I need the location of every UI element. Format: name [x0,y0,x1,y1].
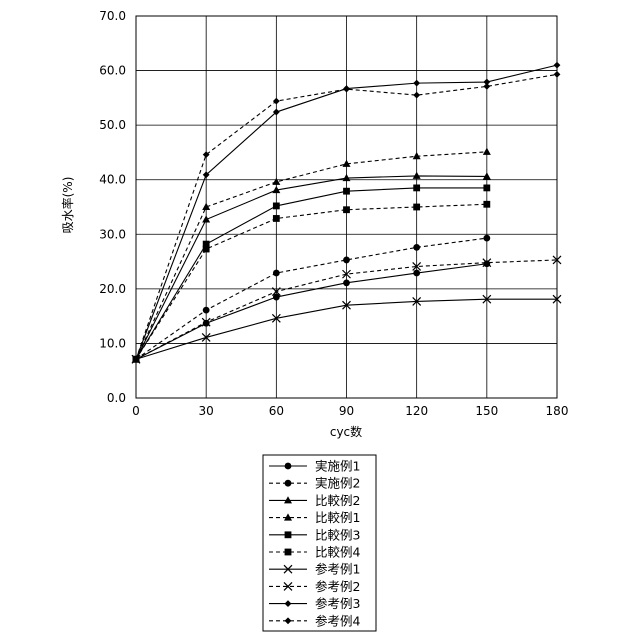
data-point [413,80,420,87]
legend-label: 比較例1 [315,510,360,525]
x-tick-label: 90 [339,404,354,418]
legend-label: 比較例3 [315,527,360,542]
data-point [203,307,210,314]
series-line [136,204,487,359]
data-point [483,172,491,179]
data-point [483,83,490,90]
x-tick-label: 30 [199,404,214,418]
legend-label: 比較例4 [315,545,361,560]
y-tick-label: 50.0 [99,118,126,132]
legend-label: 参考例2 [315,579,360,594]
legend-label: 実施例2 [315,476,360,491]
series-6 [133,201,491,363]
data-point [273,203,280,210]
data-point [554,71,561,78]
legend-label: 実施例1 [315,459,360,474]
legend-label: 参考例3 [315,596,360,611]
data-point [273,215,280,222]
data-point [343,279,350,286]
y-tick-label: 40.0 [99,173,126,187]
data-point [413,204,420,211]
data-point [413,270,420,277]
data-point [203,320,210,327]
data-point [483,148,491,155]
x-tick-label: 150 [475,404,498,418]
y-tick-label: 60.0 [99,64,126,78]
x-axis-label: cyc数 [330,424,362,439]
data-point [203,246,210,253]
data-point [343,257,350,264]
y-tick-label: 0.0 [107,391,126,405]
y-tick-label: 30.0 [99,227,126,241]
legend-marker [285,549,292,556]
data-point [483,235,490,242]
data-point [413,92,420,99]
legend-marker [285,531,292,538]
legend-marker [285,463,292,470]
data-point [413,172,421,179]
data-point [343,188,350,195]
y-tick-label: 70.0 [99,9,126,23]
data-point [343,86,350,93]
data-point [413,185,420,192]
legend-label: 参考例1 [315,562,360,577]
x-tick-label: 120 [405,404,428,418]
x-tick-label: 0 [132,404,140,418]
series-line [136,188,487,359]
data-point [483,201,490,208]
y-tick-label: 20.0 [99,282,126,296]
x-tick-label: 60 [269,404,284,418]
data-point [343,206,350,213]
y-axis-label: 吸水率(%) [60,177,75,234]
series-line [136,238,487,359]
data-point [273,270,280,277]
y-tick-label: 10.0 [99,336,126,350]
legend-label: 参考例4 [315,613,361,628]
data-point [554,62,561,69]
x-tick-label: 180 [546,404,569,418]
data-point [413,244,420,251]
legend: 実施例1 実施例2 比較例2 比較例1 比較例3 比較例4 参考例1 参考例2 参考例3 参考例4 [263,455,376,631]
legend-marker [285,480,292,487]
legend-label: 比較例2 [315,493,360,508]
data-point [483,260,490,267]
data-point [483,185,490,192]
